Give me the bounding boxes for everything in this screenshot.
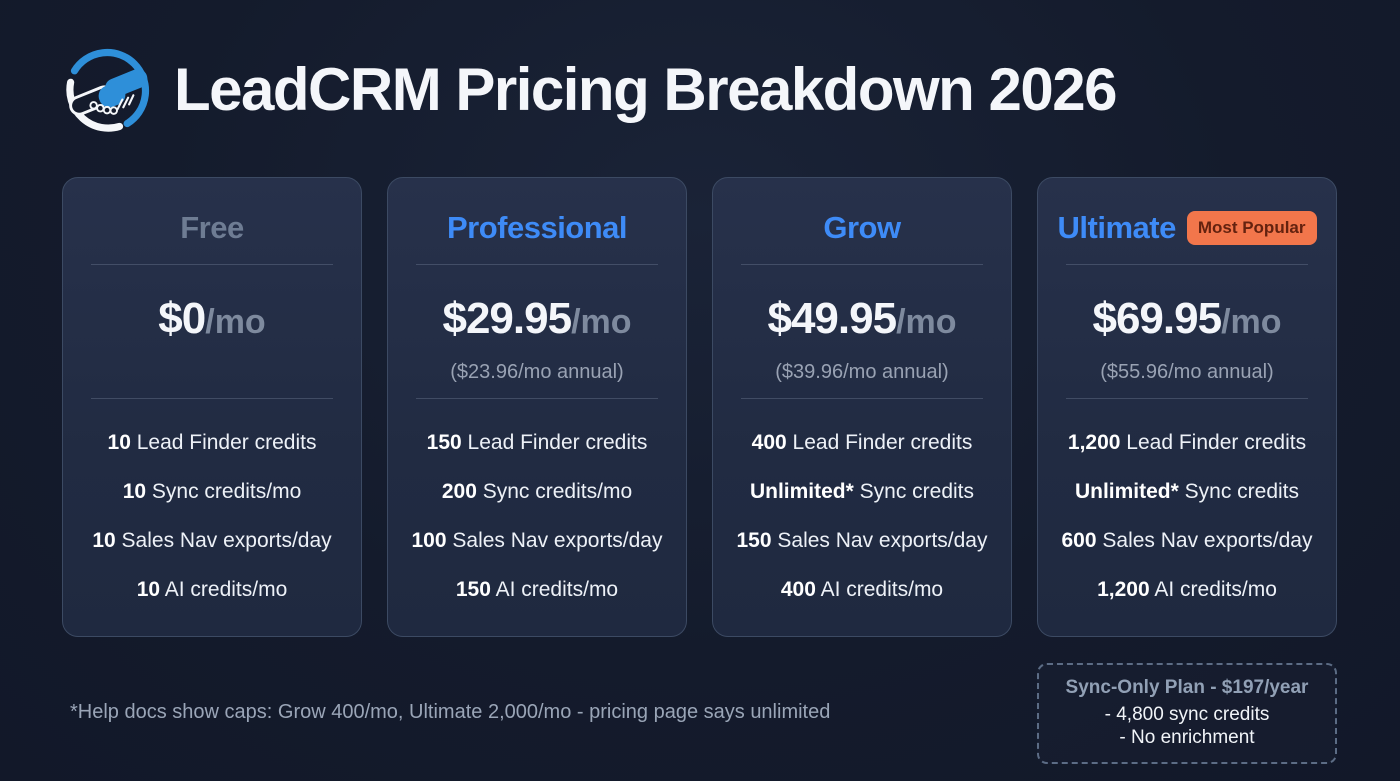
feature-item: 1,200 AI credits/mo bbox=[1097, 578, 1277, 601]
feature-item: 150 Lead Finder credits bbox=[426, 431, 648, 454]
plan-card-ultimate: Ultimate Most Popular $69.95/mo ($55.96/… bbox=[1037, 177, 1337, 637]
feature-item: 400 AI credits/mo bbox=[780, 578, 944, 601]
plan-card-professional: Professional $29.95/mo ($23.96/mo annual… bbox=[387, 177, 687, 637]
divider bbox=[1066, 264, 1308, 265]
annual-price-note: ($23.96/mo annual) bbox=[450, 361, 624, 383]
annual-price-note bbox=[83, 361, 341, 385]
plan-card-free: Free $0/mo 10 Lead Finder credits 10 Syn… bbox=[62, 177, 362, 637]
feature-item: 100 Sales Nav exports/day bbox=[411, 529, 663, 552]
price: $0 bbox=[158, 294, 206, 343]
divider bbox=[416, 398, 658, 399]
plan-card-grow: Grow $49.95/mo ($39.96/mo annual) 400 Le… bbox=[712, 177, 1012, 637]
plan-name: Grow bbox=[823, 210, 901, 245]
annual-price-note: ($39.96/mo annual) bbox=[775, 361, 949, 383]
sync-plan-title: Sync-Only Plan - $197/year bbox=[1065, 677, 1309, 698]
price: $29.95 bbox=[442, 294, 572, 343]
price: $49.95 bbox=[767, 294, 897, 343]
feature-item: 200 Sync credits/mo bbox=[441, 480, 633, 503]
feature-item: 10 Lead Finder credits bbox=[107, 431, 317, 454]
plan-name: Free bbox=[180, 210, 244, 245]
divider bbox=[1066, 398, 1308, 399]
divider bbox=[416, 264, 658, 265]
price-block: $69.95/mo ($55.96/mo annual) bbox=[1058, 265, 1316, 384]
price-period: /mo bbox=[896, 303, 957, 341]
divider bbox=[741, 264, 983, 265]
plans-row: Free $0/mo 10 Lead Finder credits 10 Syn… bbox=[62, 177, 1337, 637]
divider bbox=[91, 264, 333, 265]
feature-item: 150 Sales Nav exports/day bbox=[736, 529, 988, 552]
divider bbox=[741, 398, 983, 399]
footnote: *Help docs show caps: Grow 400/mo, Ultim… bbox=[70, 701, 831, 723]
sync-plan-line: - No enrichment bbox=[1119, 727, 1255, 748]
feature-item: 400 Lead Finder credits bbox=[751, 431, 973, 454]
feature-item: 10 Sync credits/mo bbox=[122, 480, 302, 503]
feature-list: 10 Lead Finder credits 10 Sync credits/m… bbox=[83, 431, 341, 601]
sync-plan-line: - 4,800 sync credits bbox=[1104, 704, 1270, 725]
header: LeadCRM Pricing Breakdown 2026 bbox=[62, 44, 1117, 136]
feature-item: 150 AI credits/mo bbox=[455, 578, 619, 601]
price-period: /mo bbox=[1221, 303, 1282, 341]
most-popular-badge: Most Popular bbox=[1186, 211, 1317, 245]
page-title: LeadCRM Pricing Breakdown 2026 bbox=[174, 56, 1117, 123]
feature-list: 150 Lead Finder credits 200 Sync credits… bbox=[408, 431, 666, 601]
feature-item: Unlimited* Sync credits bbox=[1074, 480, 1300, 503]
price-period: /mo bbox=[205, 303, 266, 341]
feature-item: 10 AI credits/mo bbox=[136, 578, 288, 601]
price-period: /mo bbox=[571, 303, 632, 341]
price-line: $0/mo bbox=[83, 295, 341, 353]
feature-item: Unlimited* Sync credits bbox=[749, 480, 975, 503]
price-line: $29.95/mo bbox=[408, 295, 666, 353]
divider bbox=[91, 398, 333, 399]
plan-name: Ultimate bbox=[1057, 210, 1177, 245]
price: $69.95 bbox=[1092, 294, 1222, 343]
feature-list: 400 Lead Finder credits Unlimited* Sync … bbox=[733, 431, 991, 601]
price-line: $49.95/mo bbox=[733, 295, 991, 353]
price-block: $49.95/mo ($39.96/mo annual) bbox=[733, 265, 991, 384]
annual-price-note: ($55.96/mo annual) bbox=[1100, 361, 1274, 383]
price-line: $69.95/mo bbox=[1058, 295, 1316, 353]
price-block: $29.95/mo ($23.96/mo annual) bbox=[408, 265, 666, 384]
handshake-icon bbox=[66, 48, 150, 132]
plan-title-row: Free bbox=[83, 206, 341, 250]
feature-item: 10 Sales Nav exports/day bbox=[92, 529, 332, 552]
feature-list: 1,200 Lead Finder credits Unlimited* Syn… bbox=[1058, 431, 1316, 601]
plan-title-row: Grow bbox=[733, 206, 991, 250]
plan-name: Professional bbox=[446, 210, 628, 245]
plan-title-row: Ultimate Most Popular bbox=[1057, 206, 1317, 250]
price-block: $0/mo bbox=[83, 265, 341, 384]
plan-title-row: Professional bbox=[408, 206, 666, 250]
sync-only-plan-box: Sync-Only Plan - $197/year - 4,800 sync … bbox=[1037, 663, 1337, 764]
feature-item: 1,200 Lead Finder credits bbox=[1067, 431, 1307, 454]
feature-item: 600 Sales Nav exports/day bbox=[1061, 529, 1313, 552]
